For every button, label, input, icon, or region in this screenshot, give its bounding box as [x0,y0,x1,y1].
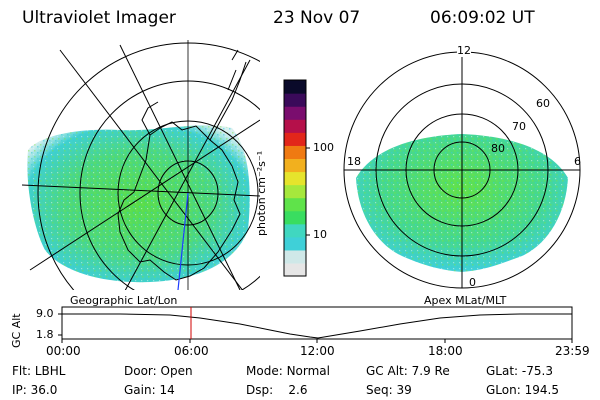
door-field: Door: Open [124,364,193,378]
colorbar-swatch [284,145,306,159]
colorbar-swatch [284,171,306,186]
xtick-2359: 23:59 [555,344,590,358]
dsp-field: Dsp: 2.6 [246,383,308,397]
colorbar-swatch [284,249,306,264]
glat-field: GLat: -75.3 [486,364,553,378]
colorbar-swatch [284,93,306,107]
altitude-ytick-high: 9.0 [36,307,54,320]
colorbar [284,80,306,277]
instrument-title: Ultraviolet Imager [22,8,176,28]
ip-field: IP: 36.0 [12,383,58,397]
gain-field: Gain: 14 [124,383,175,397]
mode-field: Mode: Normal [246,364,330,378]
time-label: 06:09:02 UT [430,8,535,28]
mlt-label-12: 12 [457,44,471,57]
xtick-1800: 18:00 [428,344,463,358]
geographic-map [22,40,260,290]
colorbar-swatch [284,262,306,277]
mlt-label-0: 0 [469,276,476,289]
colorbar-swatch [284,106,306,120]
polar-panel-label: Apex MLat/MLT [424,294,507,307]
date-label: 23 Nov 07 [273,8,361,28]
mlat-label-80: 80 [491,142,505,155]
coastline [117,121,241,281]
satellite-meridian [177,192,189,290]
mlt-label-6: 6 [574,155,581,168]
colorbar-swatch [284,197,306,212]
colorbar-swatch [284,119,306,133]
colorbar-swatch [284,210,306,225]
altitude-ytick-low: 1.8 [36,328,54,341]
colorbar-swatch [284,132,306,146]
altitude-plot [58,306,573,343]
mlat-label-60: 60 [536,97,550,110]
xtick-1200: 12:00 [300,344,335,358]
colorbar-unit-label: photon cm⁻²s⁻¹ [255,150,268,236]
xtick-0600: 06:00 [174,344,209,358]
geographic-panel-label: Geographic Lat/Lon [70,294,178,307]
polar-map [343,51,581,289]
glon-field: GLon: 194.5 [486,383,559,397]
colorbar-swatch [284,184,306,199]
mlt-label-18: 18 [347,155,361,168]
colorbar-swatch [284,223,306,238]
altitude-ylabel: GC Alt [10,313,23,348]
seq-field: Seq: 39 [366,383,412,397]
altitude-curve [62,313,572,339]
colorbar-swatch [284,236,306,251]
xtick-0000: 00:00 [46,344,81,358]
colorbar-tick-10: 10 [313,228,327,241]
colorbar-swatch [284,80,306,94]
colorbar-tick-100: 100 [313,141,334,154]
colorbar-swatch [284,158,306,173]
filter-field: Flt: LBHL [12,364,66,378]
mlat-label-70: 70 [512,120,526,133]
gc-alt-field: GC Alt: 7.9 Re [366,364,450,378]
